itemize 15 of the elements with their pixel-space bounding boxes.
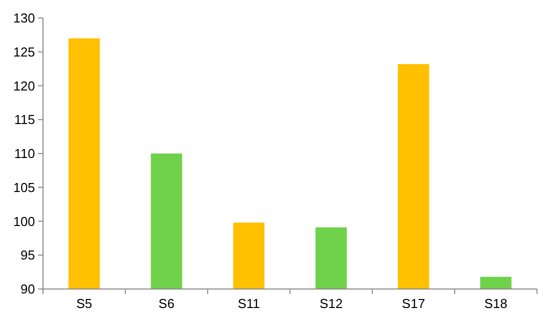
x-tick-label: S12 xyxy=(320,296,343,311)
y-tick-label: 95 xyxy=(20,248,35,263)
x-tick-label: S5 xyxy=(76,296,92,311)
y-tick-label: 110 xyxy=(14,146,35,162)
y-tick-label: 105 xyxy=(13,180,35,195)
y-tick-label: 100 xyxy=(13,214,35,229)
y-tick-label: 120 xyxy=(13,78,35,94)
x-tick-label: S17 xyxy=(402,296,426,311)
y-tick-label: 90 xyxy=(20,282,35,297)
x-tick-label: S11 xyxy=(238,296,260,311)
y-tick-label: 115 xyxy=(14,112,35,128)
y-tick-label: 130 xyxy=(13,10,35,26)
x-tick-label: S18 xyxy=(484,296,508,311)
x-tick-label: S6 xyxy=(158,296,174,311)
y-tick-label: 125 xyxy=(13,44,35,60)
